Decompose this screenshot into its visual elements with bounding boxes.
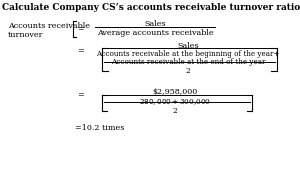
- Text: $280,000 + $300,000: $280,000 + $300,000: [139, 97, 211, 107]
- Text: Accounts receivable: Accounts receivable: [8, 22, 90, 30]
- Text: Average accounts receivable: Average accounts receivable: [97, 29, 213, 37]
- Text: 2: 2: [173, 107, 177, 115]
- Text: Accounts receivable at the end of the year: Accounts receivable at the end of the ye…: [111, 58, 265, 66]
- Text: =10.2 times: =10.2 times: [75, 124, 124, 132]
- Text: Calculate Company CS’s accounts receivable turnover ratio for 20Y1.: Calculate Company CS’s accounts receivab…: [2, 3, 300, 12]
- Text: =: =: [77, 47, 84, 55]
- Text: Sales: Sales: [144, 20, 166, 28]
- Text: =: =: [77, 91, 84, 99]
- Text: Sales: Sales: [177, 42, 199, 50]
- Text: =: =: [77, 25, 84, 33]
- Text: $2,958,000: $2,958,000: [152, 88, 198, 96]
- Text: Accounts receivable at the beginning of the year+: Accounts receivable at the beginning of …: [96, 50, 280, 58]
- Text: turnover: turnover: [8, 31, 44, 39]
- Text: 2: 2: [186, 67, 190, 75]
